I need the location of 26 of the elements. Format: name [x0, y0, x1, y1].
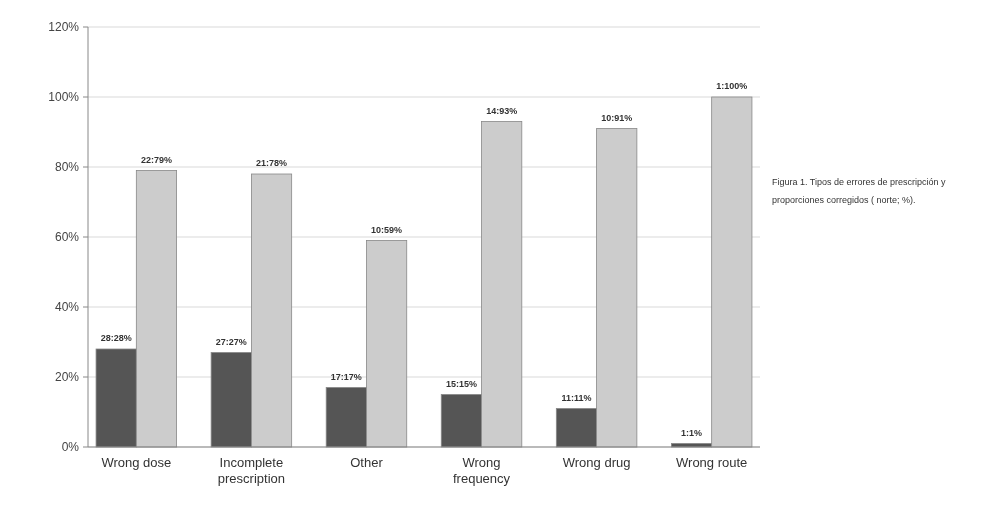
data-label: 1:1%	[681, 427, 703, 438]
data-label: 14:93%	[486, 105, 518, 116]
data-label: 27:27%	[215, 336, 247, 347]
y-tick-label: 100%	[48, 90, 80, 105]
data-label: 10:59%	[371, 224, 403, 235]
y-tick-label: 60%	[54, 230, 80, 245]
data-label: 15:15%	[445, 378, 477, 389]
data-label: 28:28%	[100, 333, 132, 343]
y-tick-label: 80%	[54, 160, 80, 175]
data-label: 11:11%	[561, 392, 592, 403]
text: Figura 1. Tipos de errores de prescripción y proporciones corregidos ( norte; %).	[772, 177, 947, 205]
y-tick-label: 120%	[48, 20, 80, 35]
x-tick-label: Wrong route	[676, 455, 748, 470]
data-label: 21:78%	[256, 158, 288, 168]
x-tick-label: Incomplete prescription	[217, 455, 285, 486]
y-tick-label: 0%	[61, 440, 80, 455]
data-label: 1:100%	[716, 81, 748, 91]
x-tick-label: Wrong dose	[101, 455, 172, 470]
x-tick-label: Wrong drug	[562, 455, 631, 470]
y-tick-label: 20%	[54, 370, 80, 385]
data-label: 17:17%	[330, 371, 362, 382]
x-tick-label: Wrong frequency	[452, 455, 511, 486]
x-tick-label: Other	[350, 455, 384, 470]
data-label: 22:79%	[140, 154, 172, 165]
y-tick-label: 40%	[54, 300, 80, 315]
data-label: 10:91%	[601, 112, 633, 123]
